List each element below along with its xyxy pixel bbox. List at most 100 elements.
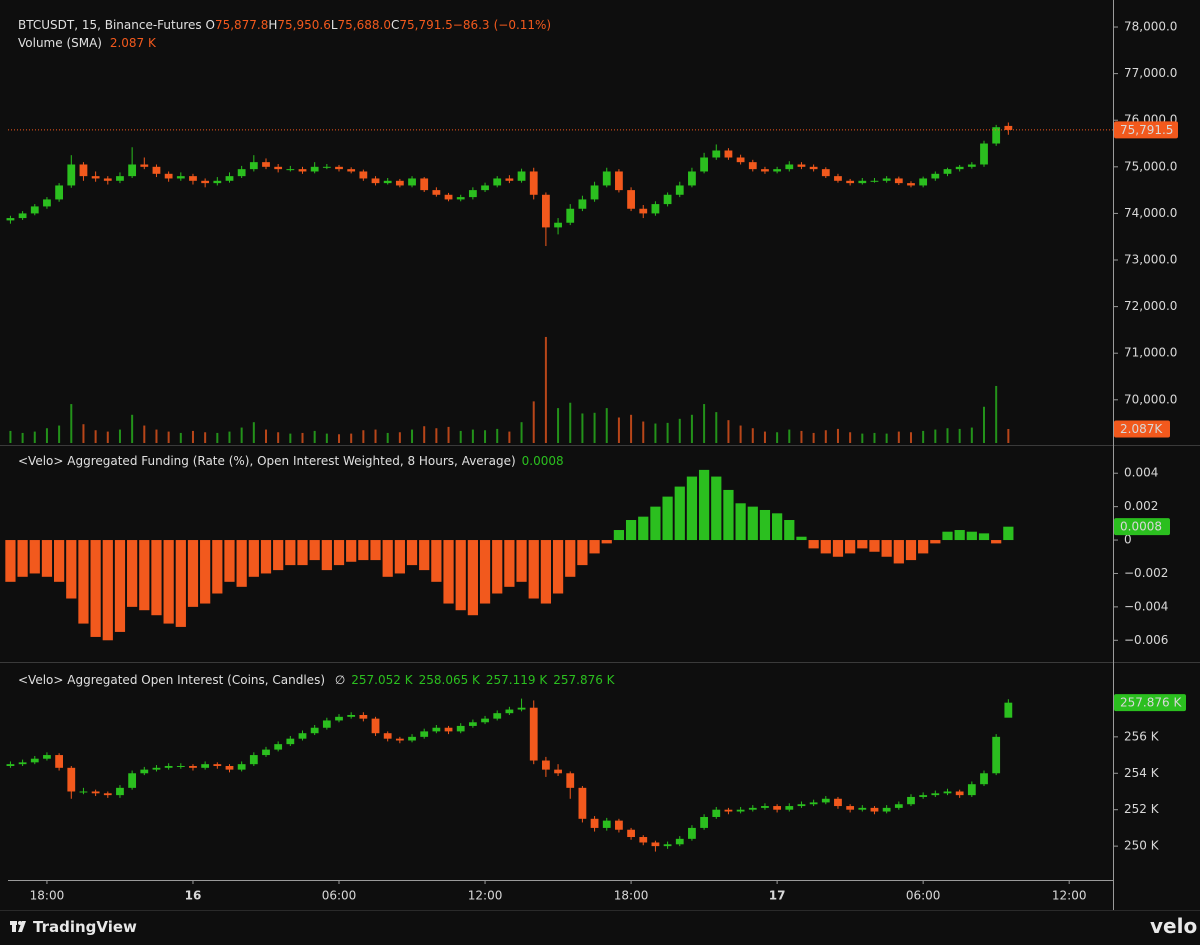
y-tick-label: 0.004: [1124, 466, 1158, 480]
candle-body: [639, 837, 648, 843]
y-tick-label: 252 K: [1124, 802, 1160, 816]
candle-body: [395, 180, 404, 186]
candle-body: [176, 765, 185, 767]
candle-body: [809, 802, 818, 805]
volume-bar: [532, 401, 535, 443]
candle-body: [602, 171, 611, 186]
funding-bar: [784, 520, 795, 541]
volume-bar: [1007, 428, 1010, 443]
funding-bar: [589, 540, 600, 554]
candle-body: [201, 764, 210, 768]
funding-bar: [260, 540, 272, 574]
candle-body: [140, 769, 149, 774]
candle-body: [688, 171, 696, 186]
volume-bar: [179, 432, 182, 443]
volume-bar: [703, 404, 706, 443]
volume-bar: [946, 428, 949, 443]
candle-body: [736, 809, 745, 812]
candle-body: [529, 707, 538, 761]
legend-value: 75,791.5: [399, 18, 453, 32]
funding-bar: [333, 540, 345, 566]
partner: velo: [1150, 914, 1198, 938]
x-tick-label: 18:00: [30, 889, 65, 903]
funding-bar: [102, 540, 113, 641]
funding-bar: [321, 540, 332, 571]
funding-bar: [346, 540, 357, 562]
volume-bar: [131, 414, 134, 443]
funding-bar: [662, 496, 673, 541]
legend-value: 75,877.8: [214, 18, 269, 32]
candle-body: [980, 773, 988, 785]
candle-body: [858, 807, 867, 810]
y-tick-label: 78,000.0: [1124, 20, 1177, 34]
candle-body: [225, 176, 234, 181]
y-tick-label: 72,000.0: [1124, 299, 1177, 313]
volume-bar: [654, 423, 657, 443]
funding-bar: [601, 540, 612, 544]
volume-bar: [983, 406, 986, 443]
candle-body: [371, 718, 380, 734]
volume-bar: [216, 432, 219, 443]
volume-bar: [970, 427, 973, 443]
volume-bar: [934, 429, 937, 443]
volume-bar: [94, 430, 97, 443]
candle-body: [700, 157, 708, 172]
candle-body: [359, 171, 368, 179]
funding-bar: [467, 540, 478, 616]
candle-body: [724, 809, 733, 812]
candle-body: [517, 171, 526, 181]
funding-bar: [370, 540, 381, 561]
y-tick-label: 74,000.0: [1124, 206, 1177, 220]
candle-body: [542, 760, 550, 770]
candle-body: [590, 818, 599, 828]
candle-body: [395, 738, 404, 741]
candle-body: [919, 178, 928, 186]
candle-body: [602, 820, 611, 828]
y-tick-label: 254 K: [1124, 766, 1160, 780]
legend-key: H: [268, 18, 278, 32]
volume-bar: [21, 432, 24, 443]
candle-body: [1004, 125, 1013, 130]
funding-bar: [881, 540, 892, 557]
volume-bar: [642, 421, 645, 443]
funding-bar: [869, 540, 880, 552]
candle-body: [736, 157, 745, 163]
volume-bar: [301, 432, 304, 443]
y-tick-label: 256 K: [1124, 729, 1160, 743]
funding-bar: [285, 540, 296, 566]
candle-body: [943, 791, 952, 794]
funding-bar: [273, 540, 284, 571]
y-tick-label: 0.002: [1124, 499, 1158, 513]
volume-title: Volume (SMA): [18, 36, 102, 50]
candle-body: [554, 769, 562, 774]
funding-bar: [759, 509, 771, 541]
y-tick-label: 73,000.0: [1124, 253, 1177, 267]
funding-bar: [735, 503, 746, 541]
funding-bar: [857, 540, 868, 549]
funding-bar: [565, 540, 576, 577]
candle-body: [420, 178, 429, 191]
legend-key: C: [390, 18, 400, 32]
funding-bar: [723, 489, 734, 541]
candle-body: [408, 178, 416, 186]
candle-body: [213, 180, 222, 184]
candle-body: [43, 755, 51, 759]
volume-bar: [167, 431, 170, 443]
candle-body: [116, 787, 124, 796]
oi-value: 257.052 K: [351, 673, 413, 687]
funding-bar: [29, 540, 40, 574]
candle-body: [249, 755, 258, 765]
y-tick-label: −0.004: [1124, 599, 1168, 613]
funding-bar: [905, 540, 917, 561]
candle-body: [517, 707, 526, 710]
funding-bar: [698, 469, 710, 541]
candle-body: [322, 166, 331, 168]
candle-body: [785, 806, 794, 810]
candle-body: [456, 197, 465, 200]
funding-bar: [175, 540, 186, 627]
volume-bar: [82, 424, 85, 443]
volume-bar: [374, 429, 377, 443]
candle-body: [468, 722, 477, 726]
candle-body: [834, 798, 842, 807]
candle-body: [809, 166, 818, 170]
